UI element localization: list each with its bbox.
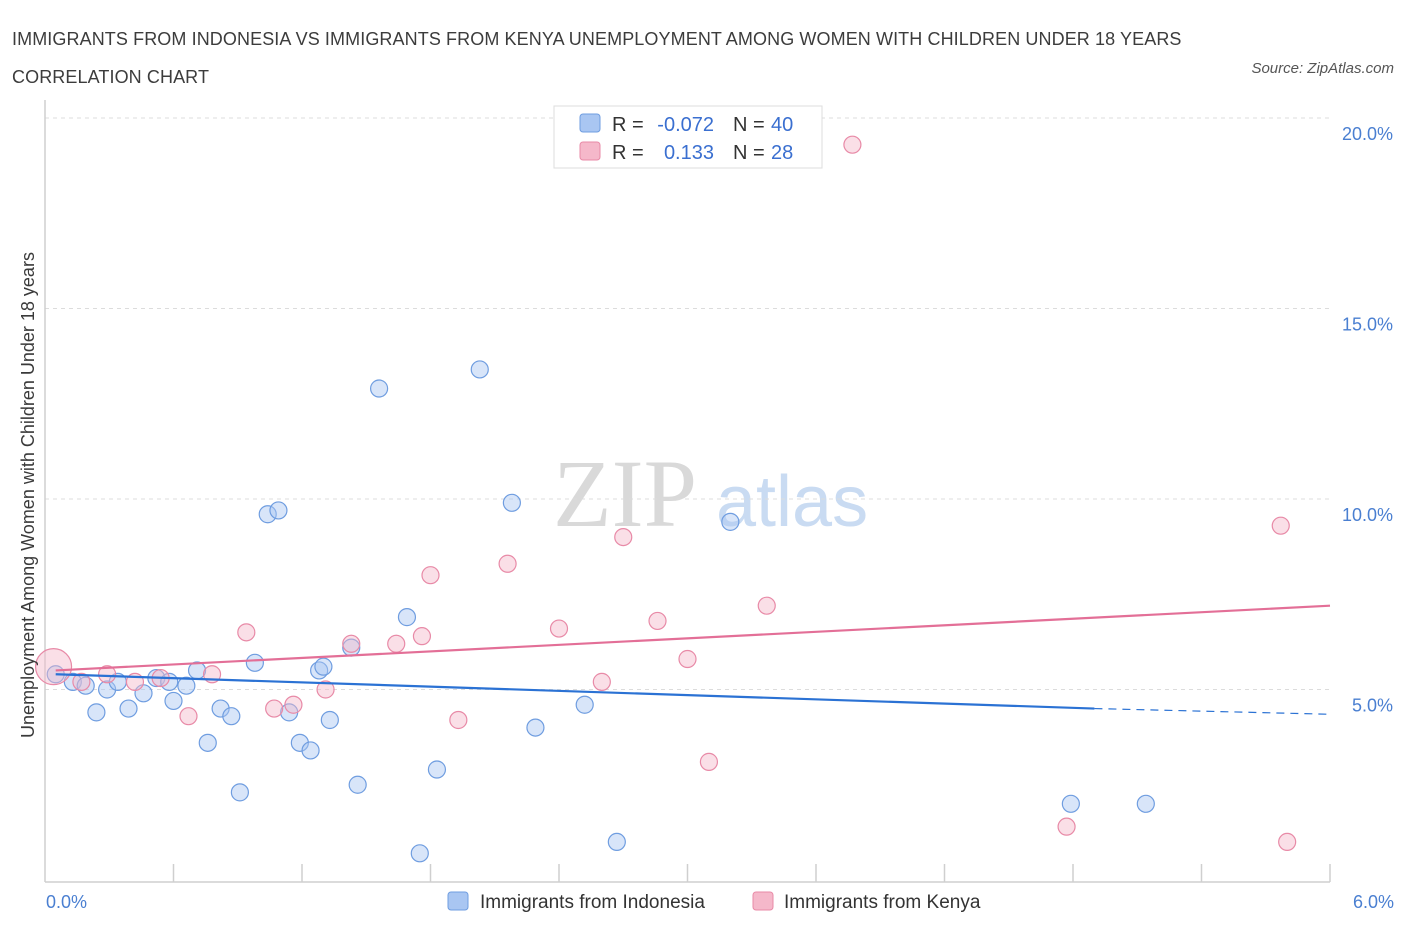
trend-line-extension-indonesia [1094,707,1331,715]
point-indonesia [526,718,545,737]
point-indonesia [470,360,489,379]
y-tick-label-15: 15.0% [1342,315,1393,335]
point-indonesia [410,844,429,863]
legend-n-label-1: N = [733,114,765,136]
legend-swatch-indonesia [579,113,601,133]
point-kenya [284,695,303,714]
point-kenya [498,554,517,573]
point-kenya [449,710,468,730]
point-kenya [757,596,776,615]
point-kenya [342,634,361,653]
point-indonesia [575,695,594,714]
point-kenya [265,699,284,718]
point-kenya [1271,516,1290,535]
point-indonesia [370,379,389,398]
bottom-legend-label-kenya: Immigrants from Kenya [784,892,981,913]
point-kenya [648,611,667,631]
chart-source: Source: ZipAtlas.com [1251,60,1394,77]
point-indonesia [87,703,106,722]
y-tick-label-10: 10.0% [1342,505,1393,525]
y-tick-label-5: 5.0% [1352,696,1393,716]
point-kenya [237,623,256,642]
legend-swatch-kenya [579,141,601,161]
y-tick-labels: 5.0% 10.0% 15.0% 20.0% [1342,124,1393,716]
y-tick-label-20: 20.0% [1342,124,1393,144]
x-tick-label-start: 0.0% [46,892,87,912]
y-axis-label: Unemployment Among Women with Children U… [18,252,38,738]
point-kenya [678,649,697,669]
point-indonesia [427,760,447,779]
legend-r-value-1: -0.072 [657,114,714,136]
bottom-legend-swatch-kenya [752,891,774,911]
point-indonesia [1136,794,1155,813]
point-kenya [179,707,198,726]
point-indonesia [1061,794,1080,813]
point-kenya [592,672,611,691]
point-kenya [549,619,569,638]
point-kenya [316,680,335,699]
point-indonesia [119,699,138,718]
point-indonesia [348,775,367,794]
trend-line-kenya [55,604,1331,672]
point-kenya [699,752,719,771]
chart-title: IMMIGRANTS FROM INDONESIA VS IMMIGRANTS … [12,29,1182,87]
point-indonesia [607,832,626,852]
point-indonesia [222,707,241,726]
point-indonesia [301,741,320,760]
point-indonesia [314,657,333,676]
gridlines [45,117,1330,690]
axes [44,100,1331,883]
point-indonesia [502,493,521,512]
point-kenya [1278,832,1297,852]
legend-r-label-2: R = [612,142,644,164]
point-indonesia [198,733,217,752]
point-kenya [1057,817,1076,836]
watermark-atlas: atlas [716,462,868,542]
correlation-legend: R = -0.072 N = 40 R = 0.133 N = 28 [553,105,823,169]
point-indonesia [230,783,249,802]
x-tick-label-end: 6.0% [1353,892,1394,912]
point-kenya [387,634,406,653]
point-indonesia [177,676,196,695]
trend-lines [55,604,1331,715]
data-points [34,135,1297,863]
point-kenya [98,665,117,684]
trend-line-indonesia [55,673,1095,710]
point-kenya [412,627,432,646]
point-indonesia [164,691,183,711]
bottom-legend-swatch-indonesia [447,891,469,911]
legend-r-value-2: 0.133 [664,142,714,164]
point-indonesia [397,608,417,627]
bottom-legend-label-indonesia: Immigrants from Indonesia [480,892,705,913]
point-indonesia [245,653,264,672]
legend-r-label-1: R = [612,114,644,136]
series-legend: Immigrants from Indonesia Immigrants fro… [447,891,981,913]
point-kenya [614,527,633,547]
point-indonesia [258,505,277,524]
point-kenya [421,566,440,585]
point-indonesia [269,501,288,520]
point-kenya [72,672,91,691]
point-kenya [843,135,862,154]
point-indonesia [721,512,740,531]
point-kenya [34,648,73,686]
legend-n-label-2: N = [733,142,765,164]
legend-n-value-1: 40 [771,114,793,136]
legend-n-value-2: 28 [771,142,793,164]
point-indonesia [320,710,339,730]
